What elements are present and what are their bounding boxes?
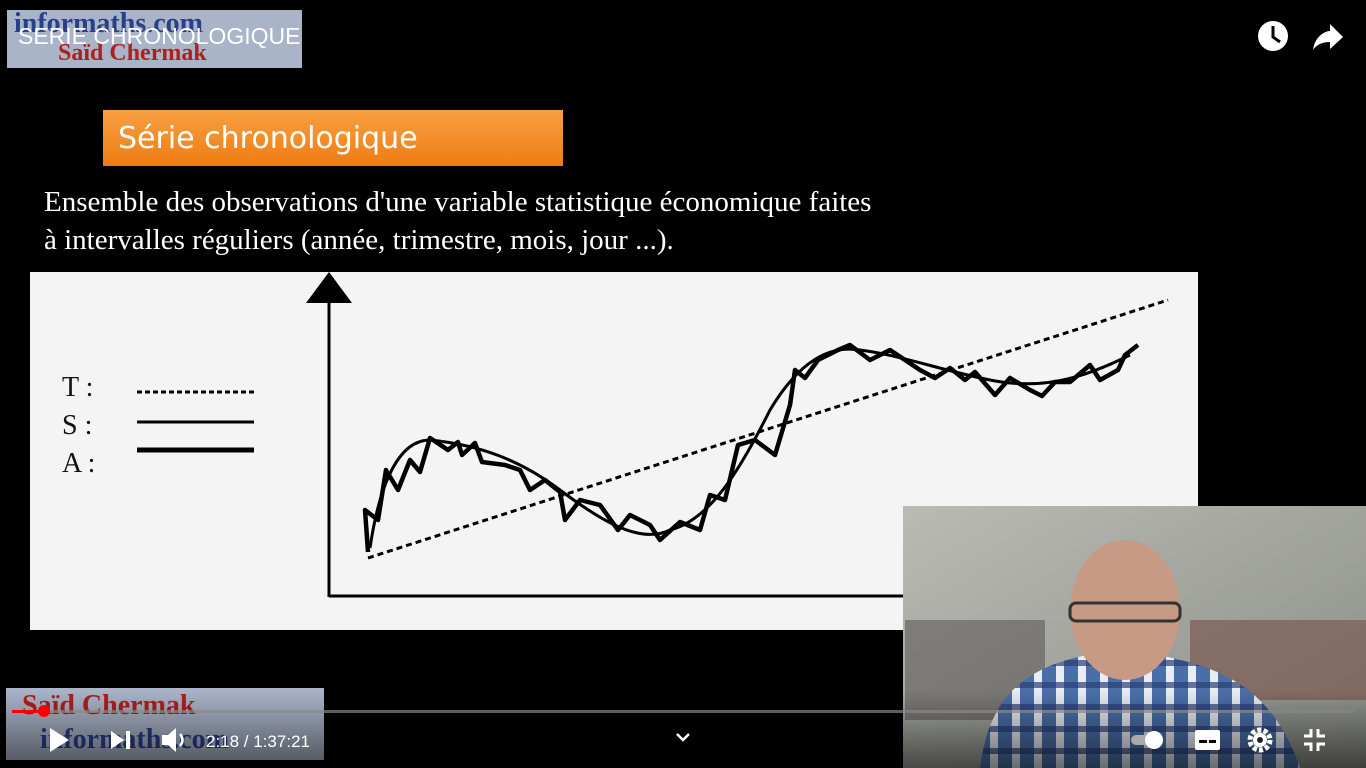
next-icon	[111, 731, 124, 749]
logo-author: Saïd Chermak	[58, 40, 207, 66]
settings-button[interactable]	[1247, 727, 1273, 753]
legend-label: A :	[62, 448, 95, 479]
captions-icon	[1195, 730, 1220, 750]
captions-line	[1209, 740, 1216, 743]
share-button[interactable]	[1313, 24, 1343, 50]
progress-played	[12, 710, 44, 713]
axis-arrow	[306, 272, 352, 303]
legend-label: T :	[62, 372, 93, 403]
progress-scrubber[interactable]	[38, 705, 50, 717]
volume-wave	[178, 733, 184, 747]
random-curve	[362, 342, 1140, 553]
play-button[interactable]	[50, 728, 69, 752]
gear-teeth	[1247, 727, 1273, 753]
next-button[interactable]	[111, 731, 130, 749]
captions-button[interactable]	[1195, 730, 1220, 750]
slide-text: Ensemble des observations d'une variable…	[44, 186, 871, 218]
captions-line	[1199, 740, 1207, 743]
time-display: 2:18 / 1:37:21	[206, 732, 310, 751]
volume-icon	[162, 728, 176, 752]
volume-button[interactable]	[162, 728, 184, 752]
clock-hands	[1271, 26, 1281, 44]
heading-box	[103, 110, 563, 166]
logo-site: informaths.com	[14, 8, 203, 39]
watch-later-button[interactable]	[1258, 21, 1288, 51]
controls-shade	[0, 690, 1366, 768]
video-title[interactable]: SERIE CHRONOLOGIQUE	[18, 23, 300, 49]
slide-heading: Série chronologique	[118, 121, 418, 156]
logo-background	[7, 10, 302, 68]
chapter-toggle[interactable]	[676, 733, 690, 742]
fullscreen-exit-button[interactable]	[1304, 729, 1325, 751]
gear-hole	[1257, 737, 1263, 743]
slide-text: à intervalles réguliers (année, trimestr…	[44, 224, 674, 256]
autoplay-toggle[interactable]	[1131, 731, 1163, 749]
progress-bar[interactable]	[12, 710, 1354, 713]
webcam-glasses	[1068, 601, 1182, 623]
next-bar	[126, 731, 130, 749]
logo-top: informaths.com Saïd Chermak	[7, 8, 302, 68]
toggle-knob	[1145, 731, 1163, 749]
legend-label: S :	[62, 410, 92, 441]
trend-line	[367, 298, 1169, 560]
share-icon	[1313, 24, 1343, 50]
webcam-head	[1070, 540, 1180, 680]
